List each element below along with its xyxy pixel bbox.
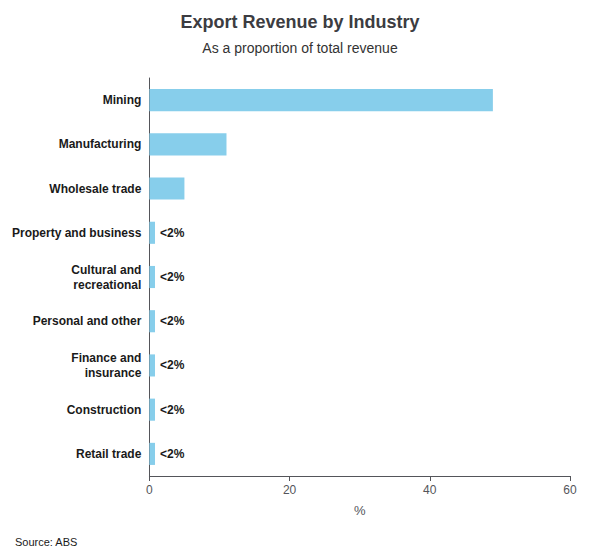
svg-text:0: 0 [146,483,153,497]
svg-text:<2%: <2% [160,403,185,417]
svg-text:Finance and: Finance and [71,351,141,365]
svg-text:Mining: Mining [103,93,142,107]
svg-text:20: 20 [283,483,297,497]
svg-text:Cultural and: Cultural and [71,263,141,277]
svg-text:Wholesale trade: Wholesale trade [49,182,141,196]
svg-text:Export Revenue by Industry: Export Revenue by Industry [180,12,419,32]
svg-text:As a proportion of total reven: As a proportion of total revenue [202,40,398,56]
svg-text:Manufacturing: Manufacturing [59,137,142,151]
svg-text:Property and business: Property and business [12,226,142,240]
svg-text:Retail trade: Retail trade [76,447,142,461]
svg-text:<2%: <2% [160,447,185,461]
svg-text:<2%: <2% [160,270,185,284]
svg-text:insurance: insurance [85,366,142,380]
svg-text:<2%: <2% [160,226,185,240]
svg-text:Source: ABS: Source: ABS [15,536,77,548]
svg-text:Personal and other: Personal and other [33,314,142,328]
svg-text:40: 40 [423,483,437,497]
svg-text:<2%: <2% [160,314,185,328]
svg-text:recreational: recreational [73,278,141,292]
svg-text:60: 60 [563,483,577,497]
svg-text:%: % [354,503,366,518]
svg-text:Construction: Construction [67,403,142,417]
svg-text:<2%: <2% [160,358,185,372]
